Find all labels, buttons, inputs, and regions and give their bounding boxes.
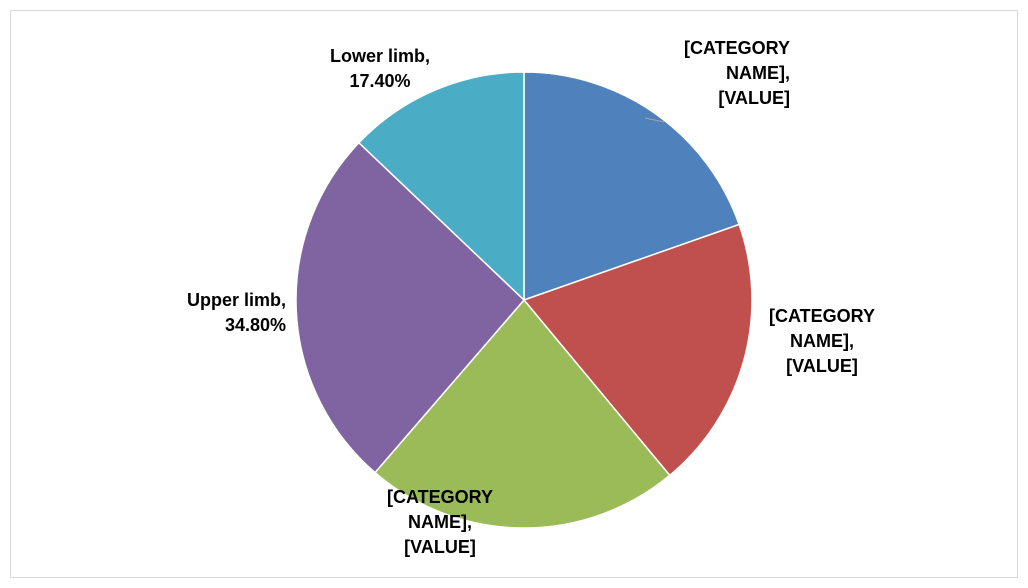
pie-slice: [373, 298, 671, 529]
label-separator: ,: [425, 46, 431, 66]
label-value: 34.80%: [224, 315, 286, 335]
label-value: [VALUE]: [786, 356, 858, 376]
data-label: Lower limb, 17.40%: [315, 44, 445, 94]
label-separator: ,: [848, 331, 854, 351]
pie-slice: [522, 223, 753, 477]
label-separator: ,: [466, 512, 472, 532]
label-category: [CATEGORY NAME]: [684, 38, 790, 83]
data-label: [CATEGORY NAME], [VALUE]: [660, 36, 790, 111]
label-category: [CATEGORY NAME]: [769, 306, 875, 351]
data-label: [CATEGORY NAME], [VALUE]: [375, 485, 505, 560]
data-label: [CATEGORY NAME], [VALUE]: [757, 304, 887, 379]
label-separator: ,: [280, 290, 286, 310]
label-category: Upper limb: [186, 290, 281, 310]
label-value: [VALUE]: [718, 88, 790, 108]
label-value: [VALUE]: [404, 537, 476, 557]
label-category: Lower limb: [329, 46, 425, 66]
label-value: 17.40%: [349, 71, 411, 91]
label-separator: ,: [784, 63, 790, 83]
data-label: Upper limb, 34.80%: [156, 288, 286, 338]
label-category: [CATEGORY NAME]: [387, 487, 493, 532]
pie-slice: [357, 71, 525, 302]
leader-line: [644, 117, 665, 123]
chart-frame: [10, 10, 1018, 578]
pie-slice: [295, 141, 526, 474]
